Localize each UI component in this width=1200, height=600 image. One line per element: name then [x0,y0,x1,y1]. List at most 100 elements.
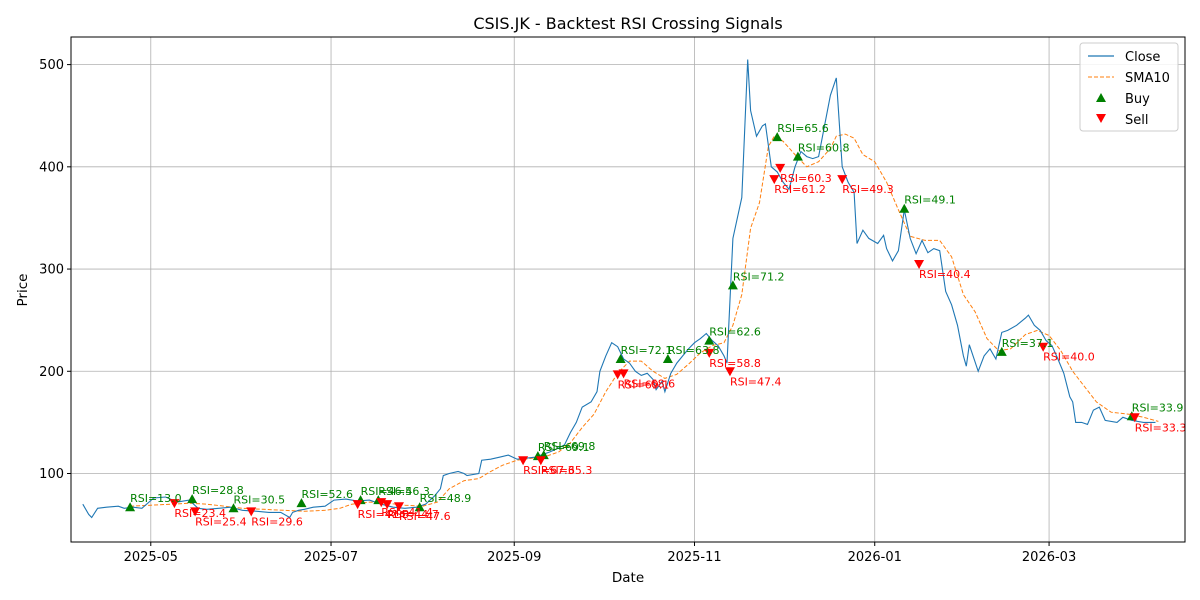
sell-marker [246,507,257,517]
buy-marker [772,132,783,142]
sell-rsi-label: RSI=67.3 [523,464,575,477]
y-axis-title: Price [15,274,31,307]
sell-marker [769,175,780,185]
grid-lines [71,37,1185,542]
sell-marker [837,175,848,185]
buy-rsi-label: RSI=71.2 [733,270,785,283]
sell-marker [914,259,925,269]
legend: Close SMA10 Buy Sell [1079,42,1179,132]
legend-sma-label: SMA10 [1125,71,1170,86]
x-tick-label: 2025-09 [487,550,541,565]
sell-marker [775,163,786,173]
sell-rsi-label: RSI=33.3 [1135,421,1187,434]
sell-rsi-label: RSI=58.8 [709,357,761,370]
buy-rsi-label: RSI=62.6 [709,326,761,339]
buy-rsi-label: RSI=28.8 [192,484,244,497]
sell-marker [518,456,529,466]
sell-rsi-label: RSI=47.4 [730,375,782,388]
legend-sell-marker [1096,114,1106,123]
sell-marker [612,370,623,380]
sell-rsi-label: RSI=68.6 [624,377,676,390]
sell-rsi-label: RSI=29.6 [251,515,303,528]
close-series-line [82,59,1156,519]
buy-marker [296,498,307,508]
buy-rsi-label: RSI=72.1 [621,344,673,357]
buy-rsi-label: RSI=46.5 [361,485,413,498]
sell-rsi-label: RSI=44.7 [387,508,439,521]
buy-rsi-label: RSI=48.9 [420,492,472,505]
sell-marker [724,367,735,377]
buy-rsi-label: RSI=65.6 [777,122,829,135]
sell-marker [169,499,180,509]
series-lines [82,59,1159,519]
sell-rsi-label: RSI=23.4 [174,507,226,520]
sell-marker [190,507,201,517]
sell-rsi-label: RSI=25.4 [195,515,247,528]
sell-rsi-label: RSI=65.3 [541,464,593,477]
sell-rsi-label: RSI=41.3 [358,508,410,521]
sell-marker [382,500,393,510]
buy-marker [615,354,626,364]
sell-marker [1038,342,1049,352]
y-tick-label: 300 [39,263,64,278]
legend-close-label: Close [1125,50,1160,65]
axis-ticks: 2025-05 2025-07 2025-09 2025-11 2026-01 2026-… [39,58,1076,565]
sell-rsi-label: RSI=49.3 [842,183,894,196]
sell-marker [1129,413,1140,423]
buy-rsi-label: RSI=13.0 [130,492,182,505]
y-tick-label: 500 [39,58,64,73]
sell-marker [393,502,404,512]
buy-marker [125,502,136,512]
buy-marker [704,335,715,345]
sell-rsi-label: RSI=61.2 [774,183,826,196]
x-tick-label: 2025-07 [304,550,358,565]
signal-markers [125,132,1140,517]
buy-marker [228,503,239,513]
buy-marker [996,346,1007,356]
legend-box [1079,42,1179,132]
buy-rsi-label: RSI=37.1 [1002,337,1054,350]
x-tick-label: 2026-01 [848,550,902,565]
buy-rsi-label: RSI=63.8 [668,344,720,357]
buy-marker [792,151,803,161]
buy-rsi-label: RSI=69.1 [538,441,590,454]
buy-rsi-label: RSI=30.5 [234,493,286,506]
y-tick-label: 400 [39,160,64,175]
sma10-series-line [130,133,1159,512]
sell-rsi-label: RSI=60.3 [780,172,832,185]
buy-marker [899,203,910,213]
buy-marker [662,354,673,364]
sell-marker [352,500,363,510]
sell-marker [704,348,715,358]
sell-rsi-label: RSI=69.1 [618,378,670,391]
legend-buy-marker [1096,93,1106,102]
sell-rsi-label: RSI=40.4 [919,268,971,281]
chart-title: CSIS.JK - Backtest RSI Crossing Signals [473,14,782,33]
buy-marker [727,280,738,290]
buy-rsi-label: RSI=69.8 [544,440,596,453]
legend-buy-label: Buy [1125,92,1150,107]
buy-rsi-label: RSI=46.3 [378,485,430,498]
buy-rsi-label: RSI=60.8 [798,142,850,155]
buy-marker [414,502,425,512]
sell-rsi-label: RSI=40.0 [1043,351,1095,364]
legend-sell-label: Sell [1125,113,1148,128]
buy-rsi-label: RSI=52.6 [301,488,353,501]
buy-rsi-label: RSI=49.1 [904,194,956,207]
sell-marker [618,369,629,379]
buy-marker [187,494,198,504]
x-tick-label: 2025-11 [667,550,721,565]
plot-frame [70,36,1186,543]
x-tick-label: 2025-05 [124,550,178,565]
sell-rsi-label: RSI=47.6 [399,510,451,523]
x-axis-title: Date [612,570,644,586]
sell-marker [535,456,546,466]
y-tick-label: 200 [39,365,64,380]
buy-rsi-label: RSI=33.9 [1132,401,1184,414]
x-tick-label: 2026-03 [1022,550,1076,565]
sell-rsi-label: RSI=41.4 [381,506,433,519]
